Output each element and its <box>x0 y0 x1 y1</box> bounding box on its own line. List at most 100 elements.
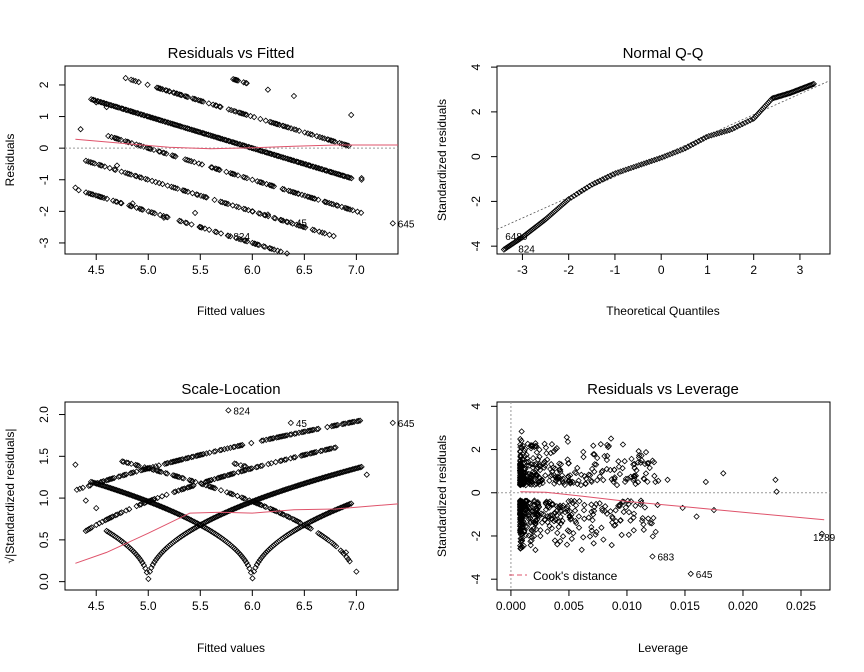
data-point <box>586 533 594 540</box>
data-point <box>557 520 565 527</box>
data-point <box>731 124 738 131</box>
plot-area-frame <box>496 401 831 591</box>
data-point <box>165 119 172 126</box>
data-point <box>264 211 272 218</box>
data-point <box>263 180 270 188</box>
data-point <box>96 193 103 200</box>
data-point <box>327 168 334 176</box>
data-point <box>135 462 142 469</box>
data-point <box>163 87 170 94</box>
data-point <box>537 510 545 517</box>
data-point <box>252 564 259 571</box>
data-point <box>561 508 569 516</box>
data-point <box>627 473 634 481</box>
x-tick-label: 6.0 <box>244 263 261 277</box>
data-point <box>301 521 308 528</box>
data-point <box>109 475 116 482</box>
data-point <box>295 127 303 134</box>
data-point <box>344 205 352 212</box>
data-point <box>638 517 646 525</box>
data-point <box>333 422 340 429</box>
data-point <box>125 459 132 467</box>
data-point <box>550 448 557 455</box>
data-point <box>241 495 249 502</box>
data-point <box>186 516 193 523</box>
data-point <box>108 475 115 483</box>
data-point <box>532 473 540 481</box>
data-points <box>72 74 396 257</box>
data-point <box>546 477 553 484</box>
data-point <box>630 514 637 521</box>
data-point <box>156 468 163 475</box>
data-point <box>679 146 687 153</box>
data-point <box>537 532 544 540</box>
data-point <box>557 468 564 475</box>
data-point <box>261 503 268 510</box>
data-point <box>144 176 151 183</box>
data-point <box>315 196 322 203</box>
point-label: 45 <box>296 419 308 430</box>
data-point <box>148 209 155 216</box>
data-point <box>641 504 649 511</box>
point-label: 824 <box>518 244 535 255</box>
data-point <box>194 191 201 198</box>
data-point <box>321 166 328 174</box>
data-point <box>267 491 274 498</box>
data-point <box>627 498 635 505</box>
data-point <box>565 460 572 467</box>
data-point <box>254 496 261 503</box>
data-point <box>518 462 525 469</box>
data-point <box>599 176 606 183</box>
data-point <box>230 107 238 115</box>
x-axis-label: Leverage <box>638 641 688 655</box>
data-point <box>231 76 238 83</box>
data-point <box>341 204 349 212</box>
data-point <box>113 486 120 494</box>
data-point <box>692 139 699 146</box>
y-tick-label: 4 <box>469 63 483 70</box>
legend: Cook's distance <box>509 569 618 583</box>
data-point <box>591 461 598 468</box>
data-point <box>292 517 299 524</box>
data-point <box>207 132 214 139</box>
data-point <box>211 196 218 204</box>
data-point <box>527 504 535 512</box>
data-point <box>557 538 564 545</box>
data-point <box>309 449 317 456</box>
data-point <box>543 456 551 463</box>
data-point <box>343 173 351 181</box>
data-point <box>221 472 229 480</box>
data-point <box>106 164 114 172</box>
data-point <box>193 191 200 198</box>
data-point <box>198 520 206 528</box>
data-point <box>177 512 184 519</box>
data-point <box>634 479 642 486</box>
data-point <box>517 503 524 510</box>
data-point <box>247 465 254 473</box>
data-point <box>287 419 294 427</box>
data-point <box>325 472 332 480</box>
data-point <box>255 495 262 503</box>
point-label: 645 <box>398 419 415 430</box>
data-point <box>97 193 104 201</box>
data-point <box>259 462 266 469</box>
data-point <box>588 523 595 531</box>
data-point <box>581 501 588 509</box>
data-point <box>551 480 558 487</box>
data-point <box>637 459 644 466</box>
data-point <box>650 459 658 466</box>
data-point <box>603 465 610 473</box>
data-point <box>348 111 355 119</box>
data-point <box>216 511 224 519</box>
data-point <box>274 247 281 254</box>
data-point <box>669 150 676 157</box>
x-tick-label: 0.015 <box>670 599 700 613</box>
data-point <box>549 501 556 508</box>
data-point <box>198 224 205 231</box>
data-point <box>736 122 744 129</box>
data-point <box>633 163 640 170</box>
x-tick-label: 0.000 <box>496 599 526 613</box>
data-point <box>197 192 205 199</box>
data-point <box>307 525 314 532</box>
